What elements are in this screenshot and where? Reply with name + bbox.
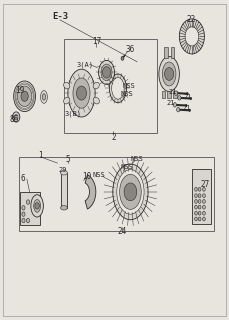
Circle shape <box>178 96 181 100</box>
Ellipse shape <box>64 97 70 104</box>
Ellipse shape <box>64 82 70 89</box>
Text: 27: 27 <box>201 180 210 189</box>
Circle shape <box>179 19 204 54</box>
Text: 17: 17 <box>92 37 101 46</box>
Text: NSS: NSS <box>92 172 105 178</box>
Circle shape <box>35 203 39 209</box>
Circle shape <box>190 97 192 100</box>
Text: 1: 1 <box>38 151 43 160</box>
Circle shape <box>185 104 187 107</box>
Circle shape <box>26 200 30 204</box>
Ellipse shape <box>34 199 41 212</box>
Text: 21: 21 <box>183 93 192 100</box>
Circle shape <box>174 91 177 95</box>
Circle shape <box>22 218 25 223</box>
Circle shape <box>203 217 205 221</box>
Circle shape <box>124 183 137 201</box>
Circle shape <box>173 103 176 107</box>
Circle shape <box>203 211 205 215</box>
Text: NSS: NSS <box>123 83 136 89</box>
Circle shape <box>17 86 32 107</box>
Ellipse shape <box>41 91 47 103</box>
Circle shape <box>195 211 197 215</box>
Text: 3(A): 3(A) <box>76 61 93 68</box>
Circle shape <box>198 199 201 203</box>
Text: 21: 21 <box>168 89 177 95</box>
Circle shape <box>198 194 201 197</box>
Ellipse shape <box>98 60 114 84</box>
Circle shape <box>195 199 197 203</box>
Circle shape <box>203 199 205 203</box>
Bar <box>162 92 165 98</box>
Text: 22: 22 <box>186 15 195 24</box>
Ellipse shape <box>31 195 43 217</box>
Text: NSS: NSS <box>121 164 134 170</box>
Circle shape <box>203 188 205 191</box>
Bar <box>171 47 174 58</box>
Ellipse shape <box>113 164 148 220</box>
Circle shape <box>186 92 188 95</box>
Bar <box>192 169 211 224</box>
Polygon shape <box>85 175 96 209</box>
Bar <box>173 92 177 98</box>
Circle shape <box>14 81 35 112</box>
Text: 6: 6 <box>21 174 25 183</box>
Circle shape <box>198 217 201 221</box>
Circle shape <box>21 91 28 101</box>
Circle shape <box>177 108 180 112</box>
Ellipse shape <box>109 74 126 103</box>
Circle shape <box>198 205 201 209</box>
Ellipse shape <box>73 78 90 108</box>
Circle shape <box>195 188 197 191</box>
Circle shape <box>76 86 87 100</box>
Circle shape <box>189 109 191 112</box>
Circle shape <box>195 205 197 209</box>
Text: 86: 86 <box>9 115 19 124</box>
Ellipse shape <box>159 56 179 92</box>
Text: 2: 2 <box>111 132 116 141</box>
Text: NSS: NSS <box>121 91 134 97</box>
Text: 3(B): 3(B) <box>65 110 82 117</box>
Text: 36: 36 <box>125 45 135 54</box>
Ellipse shape <box>117 170 144 214</box>
Text: 29: 29 <box>58 166 67 172</box>
Text: 21: 21 <box>183 105 191 111</box>
Circle shape <box>203 205 205 209</box>
Ellipse shape <box>120 174 141 209</box>
Text: 5: 5 <box>65 155 70 164</box>
Text: E-3: E-3 <box>52 12 68 21</box>
Text: NSS: NSS <box>131 156 144 162</box>
Ellipse shape <box>112 77 124 99</box>
Circle shape <box>22 212 25 216</box>
Circle shape <box>26 218 30 223</box>
Circle shape <box>195 194 197 197</box>
Circle shape <box>195 217 197 221</box>
Circle shape <box>203 194 205 197</box>
Circle shape <box>102 67 111 78</box>
Circle shape <box>13 112 20 122</box>
Ellipse shape <box>162 62 176 86</box>
Ellipse shape <box>68 69 95 117</box>
Ellipse shape <box>93 97 99 104</box>
Bar <box>167 92 171 98</box>
Text: 19: 19 <box>15 86 25 95</box>
Circle shape <box>165 68 174 80</box>
Circle shape <box>198 188 201 191</box>
Ellipse shape <box>42 94 46 100</box>
Circle shape <box>198 211 201 215</box>
Bar <box>20 192 40 225</box>
Ellipse shape <box>101 64 112 81</box>
Text: 10: 10 <box>82 172 91 181</box>
Bar <box>164 47 168 58</box>
Circle shape <box>185 27 199 46</box>
Circle shape <box>22 205 25 210</box>
Ellipse shape <box>93 82 99 89</box>
Bar <box>60 173 67 208</box>
Circle shape <box>14 115 18 120</box>
Ellipse shape <box>60 205 67 210</box>
Text: 24: 24 <box>118 227 127 236</box>
Text: 21: 21 <box>167 100 175 106</box>
Circle shape <box>121 56 124 60</box>
Ellipse shape <box>60 171 67 175</box>
